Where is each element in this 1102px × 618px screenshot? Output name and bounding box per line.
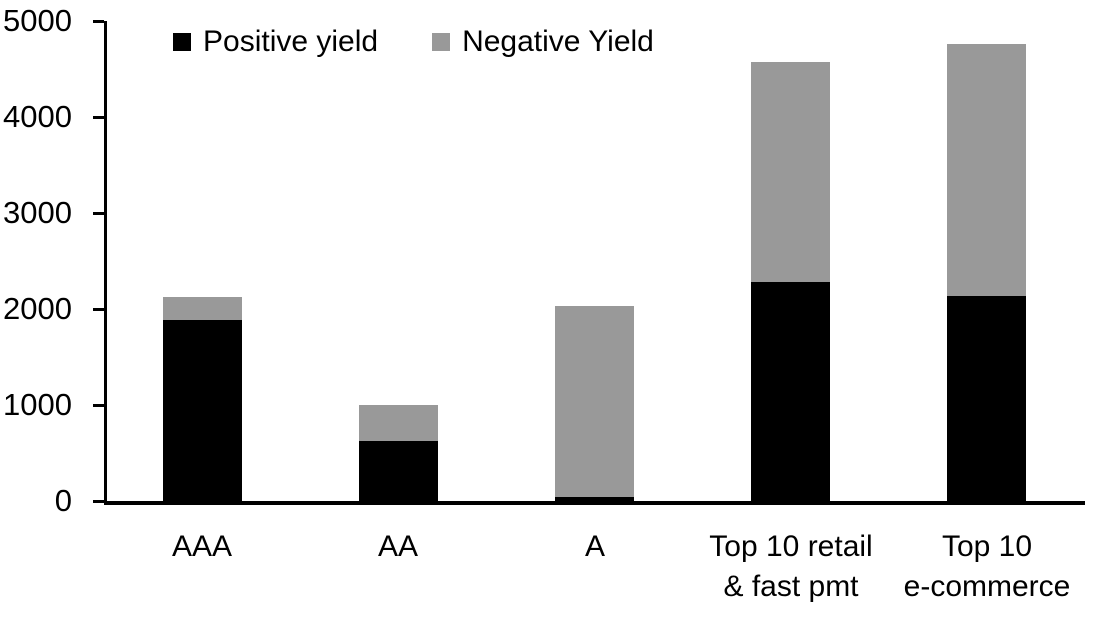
bar-segment-positive-3 xyxy=(555,497,634,501)
y-axis-tick-mark xyxy=(93,308,104,311)
y-axis-tick-label: 3000 xyxy=(3,195,72,230)
y-axis-tick-mark xyxy=(93,20,104,23)
bar-segment-positive-2 xyxy=(359,441,438,501)
legend: Positive yield Negative Yield xyxy=(173,24,654,60)
y-axis-tick-mark xyxy=(93,500,104,503)
legend-item-positive-yield: Positive yield xyxy=(173,24,378,60)
negative-yield-swatch-icon xyxy=(432,33,451,51)
x-axis-category-label: Top 10 e-commerce xyxy=(903,530,1071,603)
legend-item-negative-yield: Negative Yield xyxy=(432,24,654,60)
legend-label-positive-yield: Positive yield xyxy=(203,25,379,58)
x-axis-line xyxy=(104,501,1085,505)
bar-segment-positive-4 xyxy=(751,282,830,501)
bar-segment-negative-1 xyxy=(163,297,242,320)
y-axis-line xyxy=(104,21,107,505)
bar-segment-negative-2 xyxy=(359,404,438,442)
y-axis-tick-mark xyxy=(93,212,104,215)
positive-yield-swatch-icon xyxy=(173,33,191,51)
y-axis-tick-label: 4000 xyxy=(3,99,72,134)
y-axis-tick-mark xyxy=(93,404,104,407)
y-axis-tick-label: 1000 xyxy=(3,387,72,422)
legend-label-negative-yield: Negative Yield xyxy=(462,25,654,58)
bar-segment-negative-5 xyxy=(947,44,1026,296)
bar-segment-negative-4 xyxy=(751,62,830,283)
x-axis-category-label: A xyxy=(584,530,605,563)
y-axis-tick-mark xyxy=(93,116,104,119)
y-axis-tick-label: 2000 xyxy=(3,291,72,326)
y-axis-tick-label: 0 xyxy=(54,483,72,518)
bar-segment-negative-3 xyxy=(555,306,634,498)
x-axis-category-label: AAA xyxy=(171,530,233,563)
y-axis-tick-label: 5000 xyxy=(3,3,72,38)
x-axis-category-label: Top 10 retail & fast pmt xyxy=(709,530,873,603)
bar-segment-positive-1 xyxy=(163,319,242,501)
x-axis-category-label: AA xyxy=(377,530,419,563)
bar-segment-positive-5 xyxy=(947,295,1026,501)
